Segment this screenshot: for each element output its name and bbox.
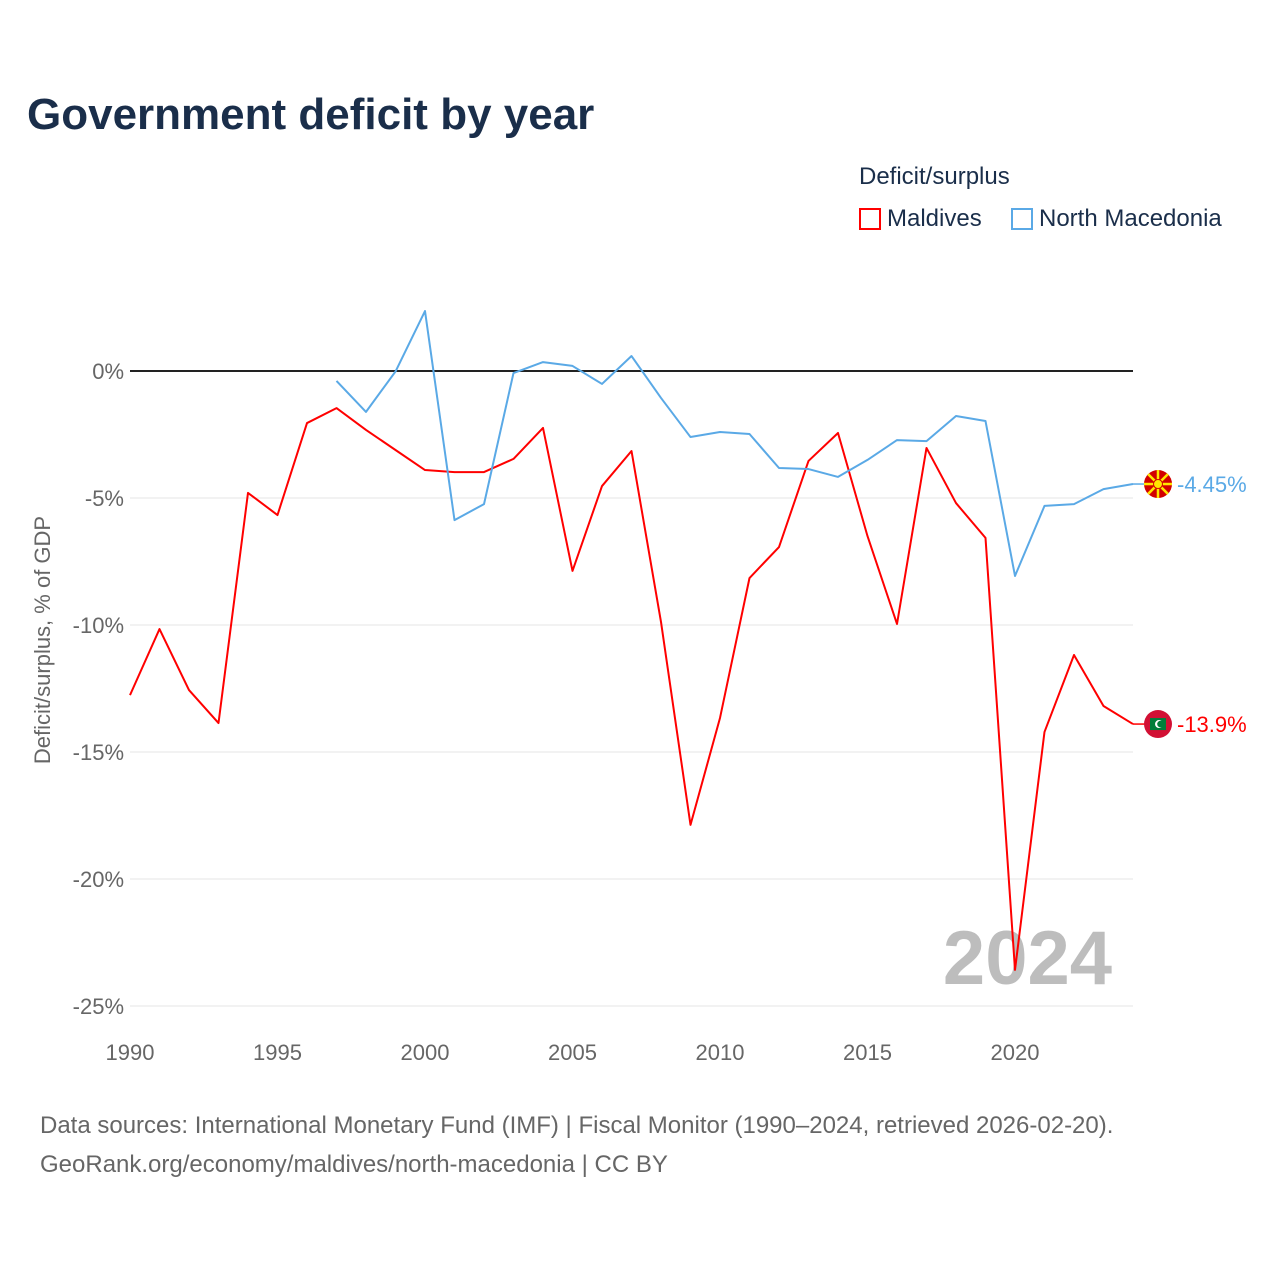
y-axis-label: Deficit/surplus, % of GDP bbox=[30, 516, 55, 764]
x-tick-label: 2015 bbox=[843, 1040, 892, 1065]
flag-sun bbox=[1153, 479, 1163, 490]
end-value-label: -13.9% bbox=[1177, 712, 1247, 737]
y-tick-label: -25% bbox=[73, 994, 124, 1019]
legend-title: Deficit/surplus bbox=[859, 163, 1010, 190]
y-tick-label: -10% bbox=[73, 613, 124, 638]
legend-swatch bbox=[859, 208, 881, 230]
flag-crescent-cut bbox=[1157, 720, 1164, 728]
legend-item-north-macedonia[interactable]: North Macedonia bbox=[1011, 205, 1222, 233]
legend-item-maldives[interactable]: Maldives bbox=[859, 205, 982, 233]
year-watermark: 2024 bbox=[943, 916, 1112, 1001]
series-line-north-macedonia bbox=[335, 310, 1134, 577]
x-tick-label: 2000 bbox=[401, 1040, 450, 1065]
x-tick-label: 2010 bbox=[696, 1040, 745, 1065]
y-tick-label: -5% bbox=[85, 486, 124, 511]
series-line-maldives bbox=[129, 407, 1134, 971]
x-tick-label: 1995 bbox=[253, 1040, 302, 1065]
y-tick-label: 0% bbox=[92, 359, 124, 384]
x-tick-label: 2020 bbox=[991, 1040, 1040, 1065]
y-tick-label: -20% bbox=[73, 867, 124, 892]
legend-swatch bbox=[1011, 208, 1033, 230]
end-value-label: -4.45% bbox=[1177, 472, 1247, 497]
url-text: GeoRank.org/economy/maldives/north-maced… bbox=[40, 1151, 668, 1178]
legend-label: Maldives bbox=[887, 205, 982, 232]
x-tick-label: 2005 bbox=[548, 1040, 597, 1065]
x-tick-label: 1990 bbox=[106, 1040, 155, 1065]
y-tick-label: -15% bbox=[73, 740, 124, 765]
footer: Data sources: International Monetary Fun… bbox=[40, 1106, 1113, 1184]
legend-label: North Macedonia bbox=[1039, 205, 1222, 232]
chart-title: Government deficit by year bbox=[27, 90, 595, 139]
source-text: Data sources: International Monetary Fun… bbox=[40, 1112, 1114, 1139]
